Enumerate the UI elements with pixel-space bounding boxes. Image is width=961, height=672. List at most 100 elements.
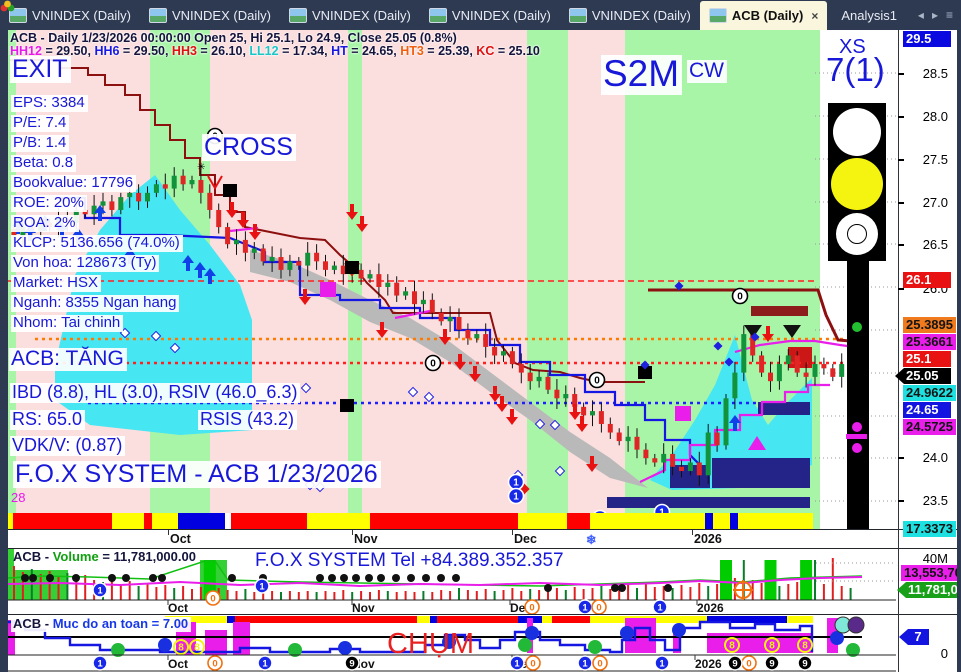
- snowflake-icon: ❄: [586, 533, 597, 547]
- text-span: = 24.65,: [351, 44, 401, 58]
- price-axis-label-24_65: 24.65: [903, 402, 951, 418]
- bar-count-label: 28: [11, 490, 26, 505]
- safety-canvas[interactable]: 88888OctNovDec20261111100009999: [8, 615, 898, 672]
- price-axis-label-25_3661: 25.3661: [903, 334, 956, 350]
- tel-label: F.O.X SYSTEM Tel +84.389.352.357: [253, 551, 567, 572]
- volume-badge-magenta: 13,553,700: [901, 565, 961, 581]
- info-item-roe: ROE: 20%: [11, 195, 87, 212]
- svg-text:2026: 2026: [695, 657, 722, 671]
- traffic-light-inner-ring-icon: [847, 224, 867, 244]
- price-axis-label-17_3373: 17.3373: [903, 521, 956, 537]
- price-tick: [898, 159, 904, 161]
- svg-text:✳: ✳: [197, 162, 205, 173]
- tab-label: VNINDEX (Daily): [451, 7, 551, 23]
- svg-text:8: 8: [729, 640, 735, 651]
- svg-text:1: 1: [659, 658, 665, 669]
- text-span: = 25.10: [497, 44, 540, 58]
- price-axis-label-28_0: 28.0: [922, 109, 948, 124]
- close-icon[interactable]: ×: [811, 8, 819, 23]
- tab-vnindex-daily[interactable]: VNINDEX (Daily): [0, 0, 140, 30]
- traffic-light-pole: [847, 261, 869, 529]
- signal-count-label: 7(1): [826, 51, 885, 88]
- text-span: ACB -: [13, 549, 53, 564]
- text-span: Volume: [52, 549, 99, 564]
- main-x-axis: Oct Nov Dec 2026 ❄: [8, 529, 957, 549]
- xs-label: XS: [839, 36, 866, 58]
- trend-label: ACB: TĂNG: [9, 347, 127, 372]
- svg-text:1: 1: [513, 492, 519, 503]
- next-tab-icon[interactable]: ▸: [931, 8, 938, 22]
- volume-axis-top: 40M: [922, 551, 948, 566]
- s2m-label: S2M: [601, 54, 683, 95]
- svg-text:9: 9: [732, 658, 737, 669]
- price-axis-label-26_5: 26.5: [922, 237, 948, 252]
- tab-nav: ◂ ▸ ≡: [918, 0, 961, 30]
- tab-vnindex-daily[interactable]: VNINDEX (Daily): [560, 0, 700, 30]
- tab-vnindex-daily[interactable]: VNINDEX (Daily): [140, 0, 280, 30]
- chart-thumbnail-icon: [568, 7, 587, 23]
- price-tick: [898, 500, 904, 502]
- chart-thumbnail-icon: [9, 7, 27, 23]
- svg-text:0: 0: [530, 658, 535, 669]
- svg-text:1: 1: [514, 658, 520, 669]
- svg-text:1: 1: [582, 658, 588, 669]
- axis-separator: [898, 30, 899, 672]
- text-span: = 29.50,: [45, 44, 95, 58]
- tab-vnindex-daily[interactable]: VNINDEX (Daily): [280, 0, 420, 30]
- safety-level-badge: 7: [899, 629, 929, 645]
- x-label-oct: Oct: [170, 532, 191, 546]
- price-tick: [898, 116, 904, 118]
- window-right-edge: [957, 30, 961, 672]
- cw-label: CW: [687, 59, 727, 84]
- volume-badge-green: 11,781,000: [897, 582, 961, 598]
- tab-menu-icon[interactable]: ≡: [945, 8, 953, 22]
- svg-text:2026: 2026: [697, 601, 724, 614]
- price-axis-label-27_0: 27.0: [922, 195, 948, 210]
- tab-analysis1[interactable]: Analysis1: [0, 0, 906, 30]
- info-item-bookvalue: Bookvalue: 17796: [11, 175, 137, 192]
- price-tick: [898, 288, 904, 290]
- price-axis-label-24_9622: 24.9622: [903, 385, 956, 401]
- indicator-readout: HH12 = 29.50, HH6 = 29.50, HH3 = 26.10, …: [10, 44, 540, 58]
- rs-label: RS: 65.0: [10, 410, 86, 430]
- text-span: = 11,781,000.00: [98, 549, 196, 564]
- pole-magenta-dot-2: [852, 443, 862, 453]
- svg-text:0: 0: [597, 658, 602, 669]
- tab-acb-daily[interactable]: ACB (Daily) ×: [699, 1, 828, 30]
- tab-label: Analysis1: [841, 7, 898, 23]
- svg-text:0: 0: [210, 593, 215, 604]
- price-axis-label-25_3895: 25.3895: [903, 317, 956, 333]
- ibd-label: IBD (8.8), HL (3.0), RSIV (46.0_6.3): [10, 383, 301, 403]
- price-tick: [898, 244, 904, 246]
- info-item-klcp: KLCP: 5136.656 (74.0%): [11, 235, 183, 252]
- info-item-von-hoa: Von hoa: 128673 (Ty): [11, 255, 160, 272]
- price-axis-label-26_1: 26.1: [903, 272, 951, 288]
- main-chart-canvas[interactable]: ✳00001111: [8, 30, 898, 529]
- text-span: = 26.10,: [200, 44, 250, 58]
- chart-thumbnail-icon: [288, 7, 307, 23]
- text-span: HT: [331, 44, 352, 58]
- text-span: = 29.50,: [122, 44, 172, 58]
- tab-label: VNINDEX (Daily): [311, 7, 411, 23]
- svg-text:8: 8: [194, 642, 200, 653]
- tab-label: VNINDEX (Daily): [32, 7, 131, 23]
- chart-thumbnail-icon: [148, 7, 167, 23]
- chum-label: CHỤM: [387, 628, 474, 660]
- svg-text:0: 0: [594, 376, 600, 387]
- tab-vnindex-daily[interactable]: VNINDEX (Daily): [420, 0, 560, 30]
- price-tick: [898, 73, 904, 75]
- text-span: HH6: [94, 44, 123, 58]
- text-span: HH12: [10, 44, 46, 58]
- chart-title: ACB - Daily 1/23/2026 00:00:00 Open 25, …: [10, 31, 457, 45]
- prev-tab-icon[interactable]: ◂: [917, 8, 924, 22]
- cross-label: CROSS: [202, 134, 296, 162]
- svg-text:9: 9: [349, 658, 354, 669]
- traffic-light-top-icon: [833, 108, 881, 156]
- pole-magenta-dot-1: [852, 422, 862, 432]
- text-span: Muc do an toan = 7.00: [52, 616, 189, 631]
- text-span: HT3: [400, 44, 428, 58]
- svg-text:1: 1: [657, 602, 663, 613]
- x-tick: [168, 530, 169, 535]
- svg-text:0: 0: [746, 658, 751, 669]
